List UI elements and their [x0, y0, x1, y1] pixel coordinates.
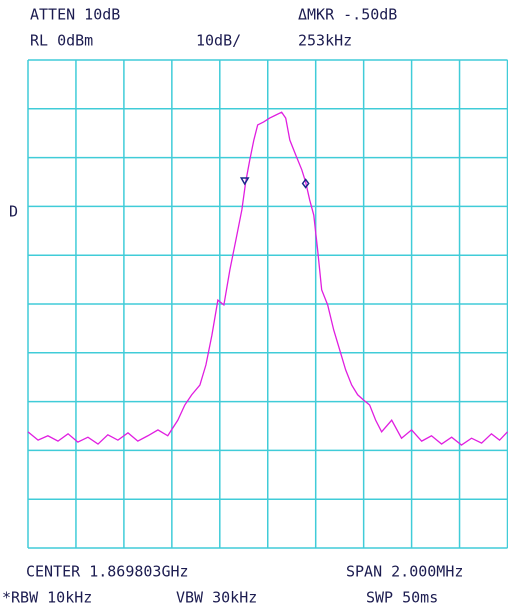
marker [301, 178, 310, 189]
trace [27, 111, 508, 446]
side-label: D [9, 203, 18, 221]
rbw-label: *RBW 10kHz [2, 589, 92, 607]
marker-delta-label: ΔMKR -.50dB [298, 6, 397, 24]
vbw-label: VBW 30kHz [176, 589, 257, 607]
span-label: SPAN 2.000MHz [346, 563, 463, 581]
ref-level-label: RL 0dBm [30, 32, 93, 50]
atten-label: ATTEN 10dB [30, 6, 120, 24]
center-label: CENTER 1.869803GHz [26, 563, 189, 581]
sweep-label: SWP 50ms [366, 589, 438, 607]
marker-freq-label: 253kHz [298, 32, 352, 50]
marker [239, 177, 250, 186]
scale-label: 10dB/ [196, 32, 241, 50]
